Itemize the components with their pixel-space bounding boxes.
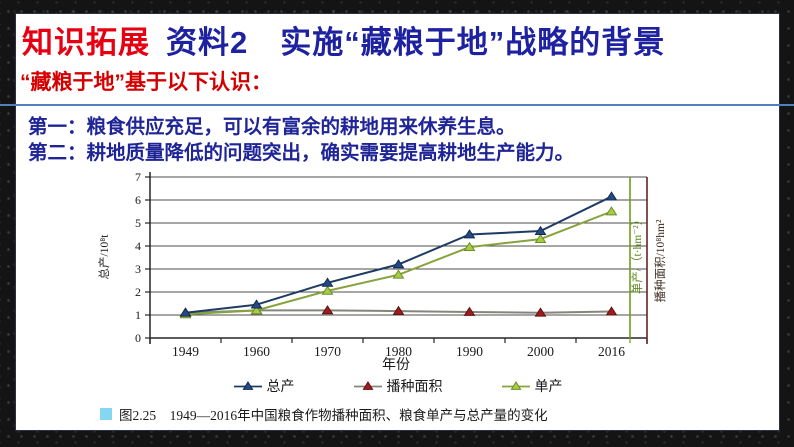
legend-item-总产: 总产	[233, 376, 295, 396]
header-badge: 知识拓展	[22, 25, 150, 60]
legend-item-单产: 单产	[501, 376, 563, 396]
page-title: 资料2 实施“藏粮于地”战略的背景	[166, 25, 666, 60]
series-line	[185, 195, 612, 314]
y-tick-label: 3	[135, 262, 141, 276]
chart-plot: 0 1 2 3 4 5 6 7 1949 1960 1970 1980 1990 2000 2016	[135, 170, 648, 359]
x-tick-label: 2000	[527, 344, 554, 359]
figure-caption: 图2.25 1949—2016年中国粮食作物播种面积、粮食单产与总产量的变化	[100, 404, 548, 424]
triangle-marker-icon	[605, 191, 618, 201]
triangle-marker-icon	[534, 307, 547, 317]
y-tick-label: 7	[135, 170, 141, 184]
x-axis-label: 年份	[382, 358, 410, 373]
point-1: 第一：粮食供应充足，可以有富余的耕地用来休养生息。	[28, 116, 516, 138]
y-tick-label: 6	[135, 193, 141, 207]
y-tick-label: 1	[135, 308, 141, 322]
legend-label: 单产	[534, 380, 563, 395]
triangle-marker-icon	[463, 229, 476, 239]
y-axis-label-yield: 单产/（t·hm⁻²）	[632, 213, 644, 295]
figure-caption-square-icon	[100, 408, 112, 420]
triangle-marker-icon	[463, 241, 476, 252]
y-tick-label: 0	[135, 331, 141, 345]
series-总产	[179, 191, 618, 317]
legend-label: 播种面积	[386, 380, 443, 395]
x-tick-label: 2016	[598, 344, 625, 359]
triangle-marker-icon	[534, 233, 547, 243]
legend-marker-icon	[233, 381, 262, 390]
x-tick-label: 1980	[385, 344, 412, 359]
triangle-marker-icon	[463, 306, 476, 316]
x-tick-label: 1990	[456, 344, 483, 359]
triangle-marker-icon	[250, 299, 263, 309]
triangle-marker-icon	[321, 305, 334, 315]
x-tick-label: 1949	[172, 344, 199, 359]
x-tick-label: 1960	[243, 344, 270, 359]
x-tick-label: 1970	[314, 344, 341, 359]
y-axis-label-total: 总产/10⁸t	[99, 234, 111, 280]
triangle-marker-icon	[534, 225, 547, 235]
divider-line	[0, 104, 794, 106]
legend-marker-icon	[353, 381, 382, 390]
y-axis-label-area: 播种面积/10⁸hm²	[655, 219, 667, 303]
triangle-marker-icon	[250, 305, 263, 315]
triangle-marker-icon	[605, 306, 618, 316]
legend-marker-icon	[501, 381, 530, 390]
y-tick-label: 4	[135, 239, 141, 253]
triangle-marker-icon	[605, 206, 618, 216]
legend-item-播种面积: 播种面积	[353, 376, 443, 396]
point-2: 第二：耕地质量降低的问题突出，确实需要提高耕地生产能力。	[28, 142, 575, 164]
slide-panel: 知识拓展 资料2 实施“藏粮于地”战略的背景 “藏粮于地”基于以下认识： 第一：…	[16, 14, 779, 430]
triangle-marker-icon	[392, 259, 405, 269]
triangle-marker-icon	[392, 269, 405, 279]
key-points: 第一：粮食供应充足，可以有富余的耕地用来休养生息。 第二：耕地质量降低的问题突出…	[28, 114, 574, 166]
triangle-marker-icon	[392, 305, 405, 315]
triangle-marker-icon	[321, 277, 334, 287]
chart-legend: 总产 播种面积 单产	[16, 376, 779, 396]
y-tick-label: 2	[135, 285, 141, 299]
legend-label: 总产	[266, 380, 295, 395]
chart: 0 1 2 3 4 5 6 7 1949 1960 1970 1980 1990 2000 2016	[76, 166, 736, 376]
figure-caption-text: 图2.25 1949—2016年中国粮食作物播种面积、粮食单产与总产量的变化	[119, 408, 548, 423]
triangle-marker-icon	[179, 307, 192, 317]
slide-header: 知识拓展 资料2 实施“藏粮于地”战略的背景	[22, 17, 665, 62]
subtitle: “藏粮于地”基于以下认识：	[20, 71, 272, 94]
y-tick-label: 5	[135, 216, 141, 230]
triangle-marker-icon	[321, 285, 334, 295]
